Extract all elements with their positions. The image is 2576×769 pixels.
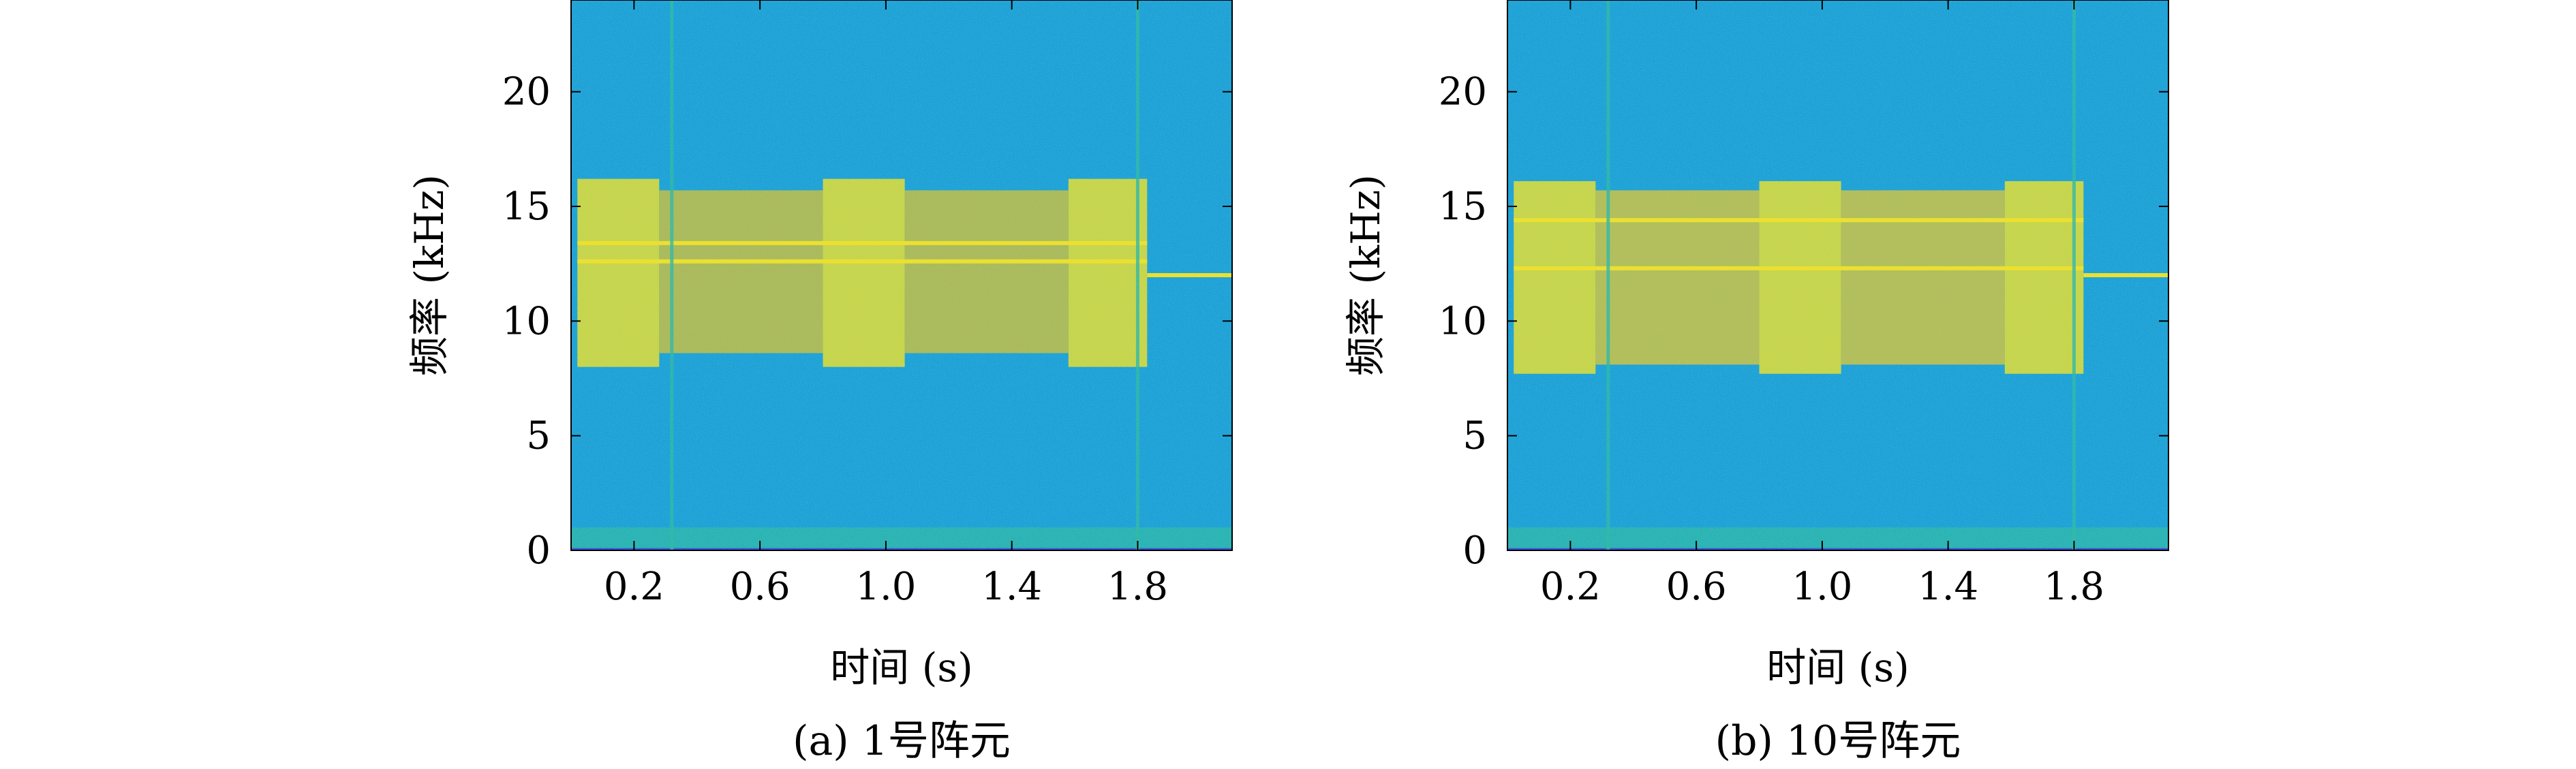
y-tick-label: 20 [1439, 70, 1487, 114]
spectrogram-plot-b [1507, 0, 2168, 550]
y-tick-label: 10 [1439, 299, 1487, 343]
y-tick-label: 20 [502, 70, 551, 114]
noise-texture [1507, 0, 2168, 550]
y-axis-label: 频率 (kHz) [1343, 174, 1389, 376]
spectrogram-plot-a [571, 0, 1232, 550]
x-tick-label: 0.6 [730, 565, 791, 609]
noise-texture [571, 0, 1232, 550]
x-tick-label: 1.8 [1107, 565, 1168, 609]
axis-ticks: 0.2 0.6 1.0 1.4 1.8 0 5 10 15 20 [1439, 0, 2168, 609]
plot-frame [1507, 0, 2169, 551]
x-tick-label: 1.8 [2044, 565, 2104, 609]
x-axis-label: 时间 (s) [1766, 644, 1909, 691]
y-tick-label: 5 [1462, 414, 1487, 458]
y-tick-label: 10 [502, 299, 551, 343]
y-tick-label: 0 [526, 529, 551, 573]
panel-caption: (a) 1号阵元 [793, 717, 1011, 765]
plot-frame [570, 0, 1233, 551]
y-tick-label: 5 [526, 414, 551, 458]
y-tick-label: 15 [1439, 185, 1487, 229]
x-tick-label: 1.0 [1792, 565, 1852, 609]
x-tick-label: 1.4 [981, 565, 1042, 609]
y-tick-label: 15 [502, 185, 551, 229]
x-tick-label: 1.0 [855, 565, 916, 609]
x-tick-label: 0.2 [604, 565, 664, 609]
x-tick-label: 0.2 [1540, 565, 1601, 609]
x-axis-label: 时间 (s) [830, 644, 972, 691]
axis-ticks: 0.2 0.6 1.0 1.4 1.8 0 5 10 15 20 [502, 0, 1232, 609]
x-tick-label: 0.6 [1666, 565, 1727, 609]
panel-caption: (b) 10号阵元 [1715, 717, 1961, 765]
y-tick-label: 0 [1462, 529, 1487, 573]
y-axis-label: 频率 (kHz) [406, 174, 453, 376]
x-tick-label: 1.4 [1918, 565, 1978, 609]
